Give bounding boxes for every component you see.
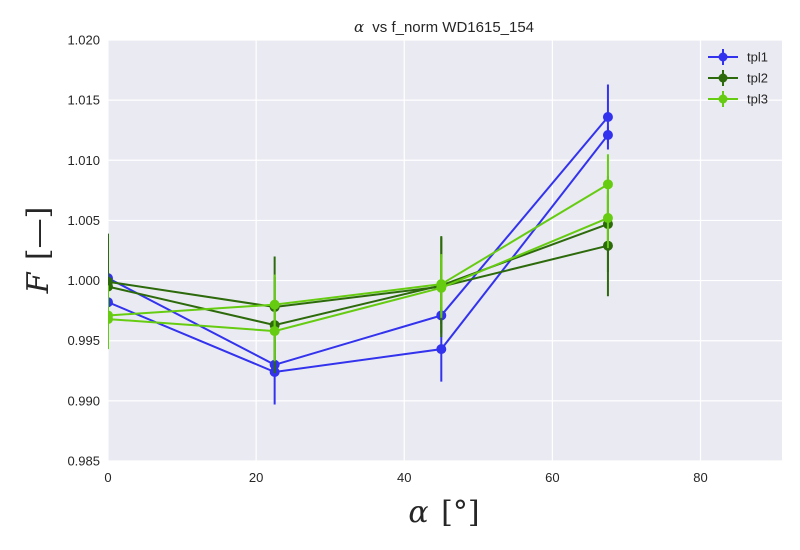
data-point-tpl3-5-0 <box>108 310 113 321</box>
y-axis-label-unit: [—] <box>21 207 56 260</box>
y-tick-label-7: 1.020 <box>67 33 100 48</box>
legend-marker-tpl1 <box>718 52 728 62</box>
y-tick-label-5: 1.010 <box>67 153 100 168</box>
data-point-tpl3-4-3 <box>602 213 613 224</box>
x-tick-label-1: 20 <box>249 470 263 485</box>
x-axis-label-unit: [°] <box>441 495 479 530</box>
y-tick-label-3: 1.000 <box>67 273 100 288</box>
series-tpl1-0 <box>108 84 613 374</box>
data-point-tpl3-5-3 <box>602 179 613 190</box>
legend-entry-tpl3: tpl3 <box>708 91 768 107</box>
series-line-tpl2-2 <box>108 244 609 309</box>
x-tick-label-0: 0 <box>104 470 111 485</box>
series-line-tpl1-1 <box>108 134 609 374</box>
legend-entry-tpl2: tpl2 <box>708 70 768 86</box>
y-axis-label: F [—] <box>21 207 56 295</box>
data-point-tpl1-1-0 <box>108 297 113 308</box>
series-line-tpl3-4 <box>108 217 609 333</box>
y-tick-label-1: 0.990 <box>67 393 100 408</box>
data-point-tpl1-0-3 <box>602 111 613 122</box>
chart-title: α vs f_norm WD1615_154 <box>354 18 534 36</box>
x-tick-label-3: 60 <box>545 470 559 485</box>
legend-label-tpl2: tpl2 <box>747 71 768 86</box>
y-tick-label-4: 1.005 <box>67 213 100 228</box>
data-point-tpl1-1-3 <box>602 130 613 141</box>
series-line-tpl1-0 <box>108 116 609 366</box>
series-tpl1-1 <box>108 126 613 405</box>
plot-area <box>108 40 782 461</box>
chart-title-symbol: α <box>354 18 364 36</box>
data-point-tpl1-1-2 <box>436 344 447 355</box>
grid <box>107 39 782 462</box>
series-tpl3-5 <box>108 154 613 346</box>
legend: tpl1 tpl2 tpl3 <box>708 49 768 107</box>
legend-marker-tpl2 <box>718 73 728 83</box>
y-tick-label-6: 1.015 <box>67 93 100 108</box>
x-tick-label-2: 40 <box>397 470 411 485</box>
tick-labels: 0 20 40 60 80 0.985 0.990 0.995 1.000 1.005 1.010 1… <box>67 33 707 486</box>
y-tick-label-2: 0.995 <box>67 333 100 348</box>
y-axis-label-symbol: F <box>21 271 56 294</box>
series-line-tpl3-5 <box>108 183 609 317</box>
series-layer <box>108 84 613 405</box>
data-point-tpl3-5-1 <box>269 299 280 310</box>
series-line-tpl2-3 <box>108 223 609 327</box>
legend-label-tpl3: tpl3 <box>747 92 768 107</box>
chart-title-text: vs f_norm WD1615_154 <box>372 19 534 36</box>
legend-marker-tpl3 <box>718 94 728 104</box>
data-point-tpl3-5-2 <box>436 279 447 290</box>
x-axis-label: α [°] <box>408 495 479 530</box>
x-tick-label-4: 80 <box>693 470 707 485</box>
y-tick-label-0: 0.985 <box>67 454 100 469</box>
x-axis-label-symbol: α <box>408 495 428 530</box>
data-point-tpl2-3-0 <box>108 281 113 292</box>
legend-label-tpl1: tpl1 <box>747 50 768 65</box>
legend-entry-tpl1: tpl1 <box>708 49 768 65</box>
